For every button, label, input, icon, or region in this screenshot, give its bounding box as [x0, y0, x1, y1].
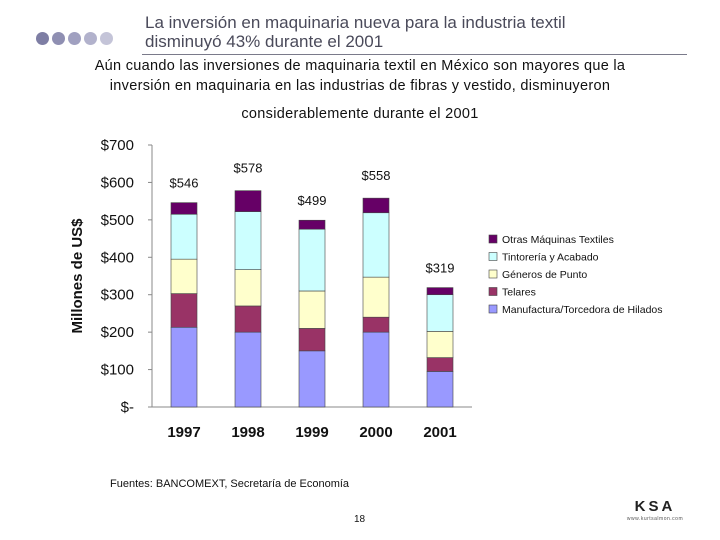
bar-total-label: $499: [298, 193, 327, 208]
legend-label: Tintorería y Acabado: [502, 252, 599, 264]
decorative-dot: [68, 32, 81, 45]
logo-subtext: www.kurtsalmon.com: [626, 516, 684, 522]
bar-segment: [234, 269, 262, 307]
slide-subtitle: Aún cuando las inversiones de maquinaria…: [40, 56, 680, 96]
bar-segment: [426, 357, 454, 372]
ksa-logo: KSA www.kurtsalmon.com: [620, 498, 690, 522]
bar-segment: [298, 328, 326, 352]
bar-segment: [170, 213, 198, 260]
bar-segment: [426, 331, 454, 358]
title-divider: [142, 54, 687, 55]
bar-segment: [362, 276, 390, 318]
y-tick-label: $200: [101, 324, 134, 341]
bar-segment: [298, 350, 326, 408]
decorative-dots: [36, 32, 113, 45]
legend-label: Manufactura/Torcedora de Hilados: [502, 304, 663, 316]
y-tick-label: $700: [101, 137, 134, 154]
bar-segment: [170, 202, 198, 215]
page-number: 18: [354, 514, 366, 525]
bar-segment: [170, 326, 198, 408]
decorative-dot: [52, 32, 65, 45]
slide-title: La inversión en maquinaria nueva para la…: [145, 13, 685, 51]
y-tick-label: $600: [101, 174, 134, 191]
y-tick-label: $100: [101, 362, 134, 379]
legend-label: Telares: [502, 287, 536, 299]
legend-swatch: [488, 304, 498, 314]
decorative-dot: [100, 32, 113, 45]
slide-title-line2: disminuyó 43% durante el 2001: [145, 32, 384, 51]
bar-segment: [362, 197, 390, 214]
legend-swatch: [488, 269, 498, 279]
bar-segment: [170, 293, 198, 328]
logo-text: KSA: [634, 498, 676, 515]
bar-segment: [234, 331, 262, 408]
bar-total-label: $558: [362, 168, 391, 183]
legend-swatch: [488, 252, 498, 261]
y-tick-label: $400: [101, 249, 134, 266]
bar-segment: [298, 228, 326, 292]
bar-segment: [234, 305, 262, 333]
bar-segment: [170, 258, 198, 294]
slide-title-line1: La inversión en maquinaria nueva para la…: [145, 13, 566, 32]
legend-label: Otras Máquinas Textiles: [502, 234, 614, 246]
y-tick-label: $-: [121, 399, 134, 416]
source-note: Fuentes: BANCOMEXT, Secretaría de Econom…: [110, 478, 350, 490]
subtitle-line3: considerablemente durante el 2001: [241, 106, 479, 122]
bar-segment: [362, 316, 390, 333]
legend-swatch: [488, 287, 498, 296]
decorative-dot: [36, 32, 49, 45]
legend-label: Géneros de Punto: [502, 269, 587, 281]
y-axis-label: Millones de US$: [69, 218, 86, 334]
subtitle-line2: inversión en maquinaria en las industria…: [109, 78, 611, 94]
x-tick-label: 2001: [423, 424, 456, 441]
y-tick-label: $500: [101, 212, 134, 229]
bar-segment: [426, 371, 454, 408]
legend-swatch: [488, 234, 498, 244]
bar-total-label: $578: [234, 161, 263, 176]
x-tick-label: 2000: [359, 424, 392, 441]
bar-segment: [234, 211, 262, 270]
bar-segment: [362, 212, 390, 278]
bar-segment: [298, 290, 326, 329]
bar-total-label: $546: [170, 176, 199, 191]
bar-segment: [426, 287, 454, 296]
bar-segment: [362, 331, 390, 408]
x-tick-label: 1997: [167, 424, 200, 441]
subtitle-line1: Aún cuando las inversiones de maquinaria…: [94, 58, 626, 74]
x-tick-label: 1999: [295, 424, 328, 441]
bar-segment: [426, 294, 454, 332]
bar-segment: [234, 190, 262, 212]
bar-total-label: $319: [426, 261, 455, 276]
x-tick-label: 1998: [231, 424, 264, 441]
y-tick-label: $300: [101, 287, 134, 304]
decorative-dot: [84, 32, 97, 45]
bar-segment: [298, 219, 326, 230]
